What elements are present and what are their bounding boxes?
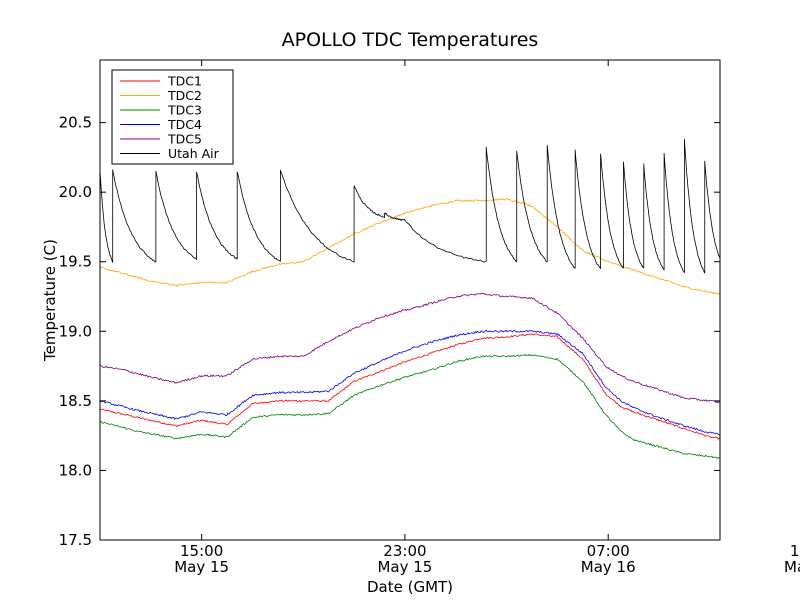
y-tick-label: 20.5 (59, 114, 92, 132)
series-line-tdc2 (100, 198, 720, 295)
legend-label: TDC3 (167, 103, 202, 118)
y-axis-label: Temperature (C) (41, 239, 59, 362)
y-tick-label: 19.5 (59, 253, 92, 271)
y-tick-label: 20.0 (59, 183, 92, 201)
y-tick-label: 18.5 (59, 392, 92, 410)
series-line-tdc4 (100, 329, 720, 436)
chart-title: APOLLO TDC Temperatures (282, 29, 539, 51)
x-tick-label-date: May 16 (581, 558, 636, 576)
series-line-tdc3 (100, 353, 720, 459)
series-line-tdc1 (100, 333, 720, 440)
x-tick-label-date: May 16 (784, 558, 800, 576)
series-line-tdc5 (100, 292, 720, 404)
legend-label: Utah Air (168, 146, 220, 161)
series-line-utah-air (100, 138, 720, 274)
x-axis-label: Date (GMT) (367, 578, 453, 596)
plot-frame (99, 59, 721, 541)
legend-label: TDC5 (167, 132, 202, 147)
legend-box (111, 69, 234, 165)
x-tick-label-date: May 15 (174, 558, 229, 576)
x-tick-label-date: May 15 (377, 558, 432, 576)
y-tick-label: 19.0 (59, 322, 92, 340)
legend-label: TDC1 (167, 74, 202, 89)
y-tick-label: 17.5 (59, 531, 92, 549)
x-tick-label-time: 15:00 (790, 542, 800, 560)
legend-label: TDC2 (167, 88, 202, 103)
x-tick-label-time: 23:00 (383, 542, 426, 560)
legend-label: TDC4 (167, 117, 202, 132)
x-tick-label-time: 15:00 (180, 542, 223, 560)
y-tick-label: 18.0 (59, 461, 92, 479)
x-tick-label-time: 07:00 (587, 542, 630, 560)
